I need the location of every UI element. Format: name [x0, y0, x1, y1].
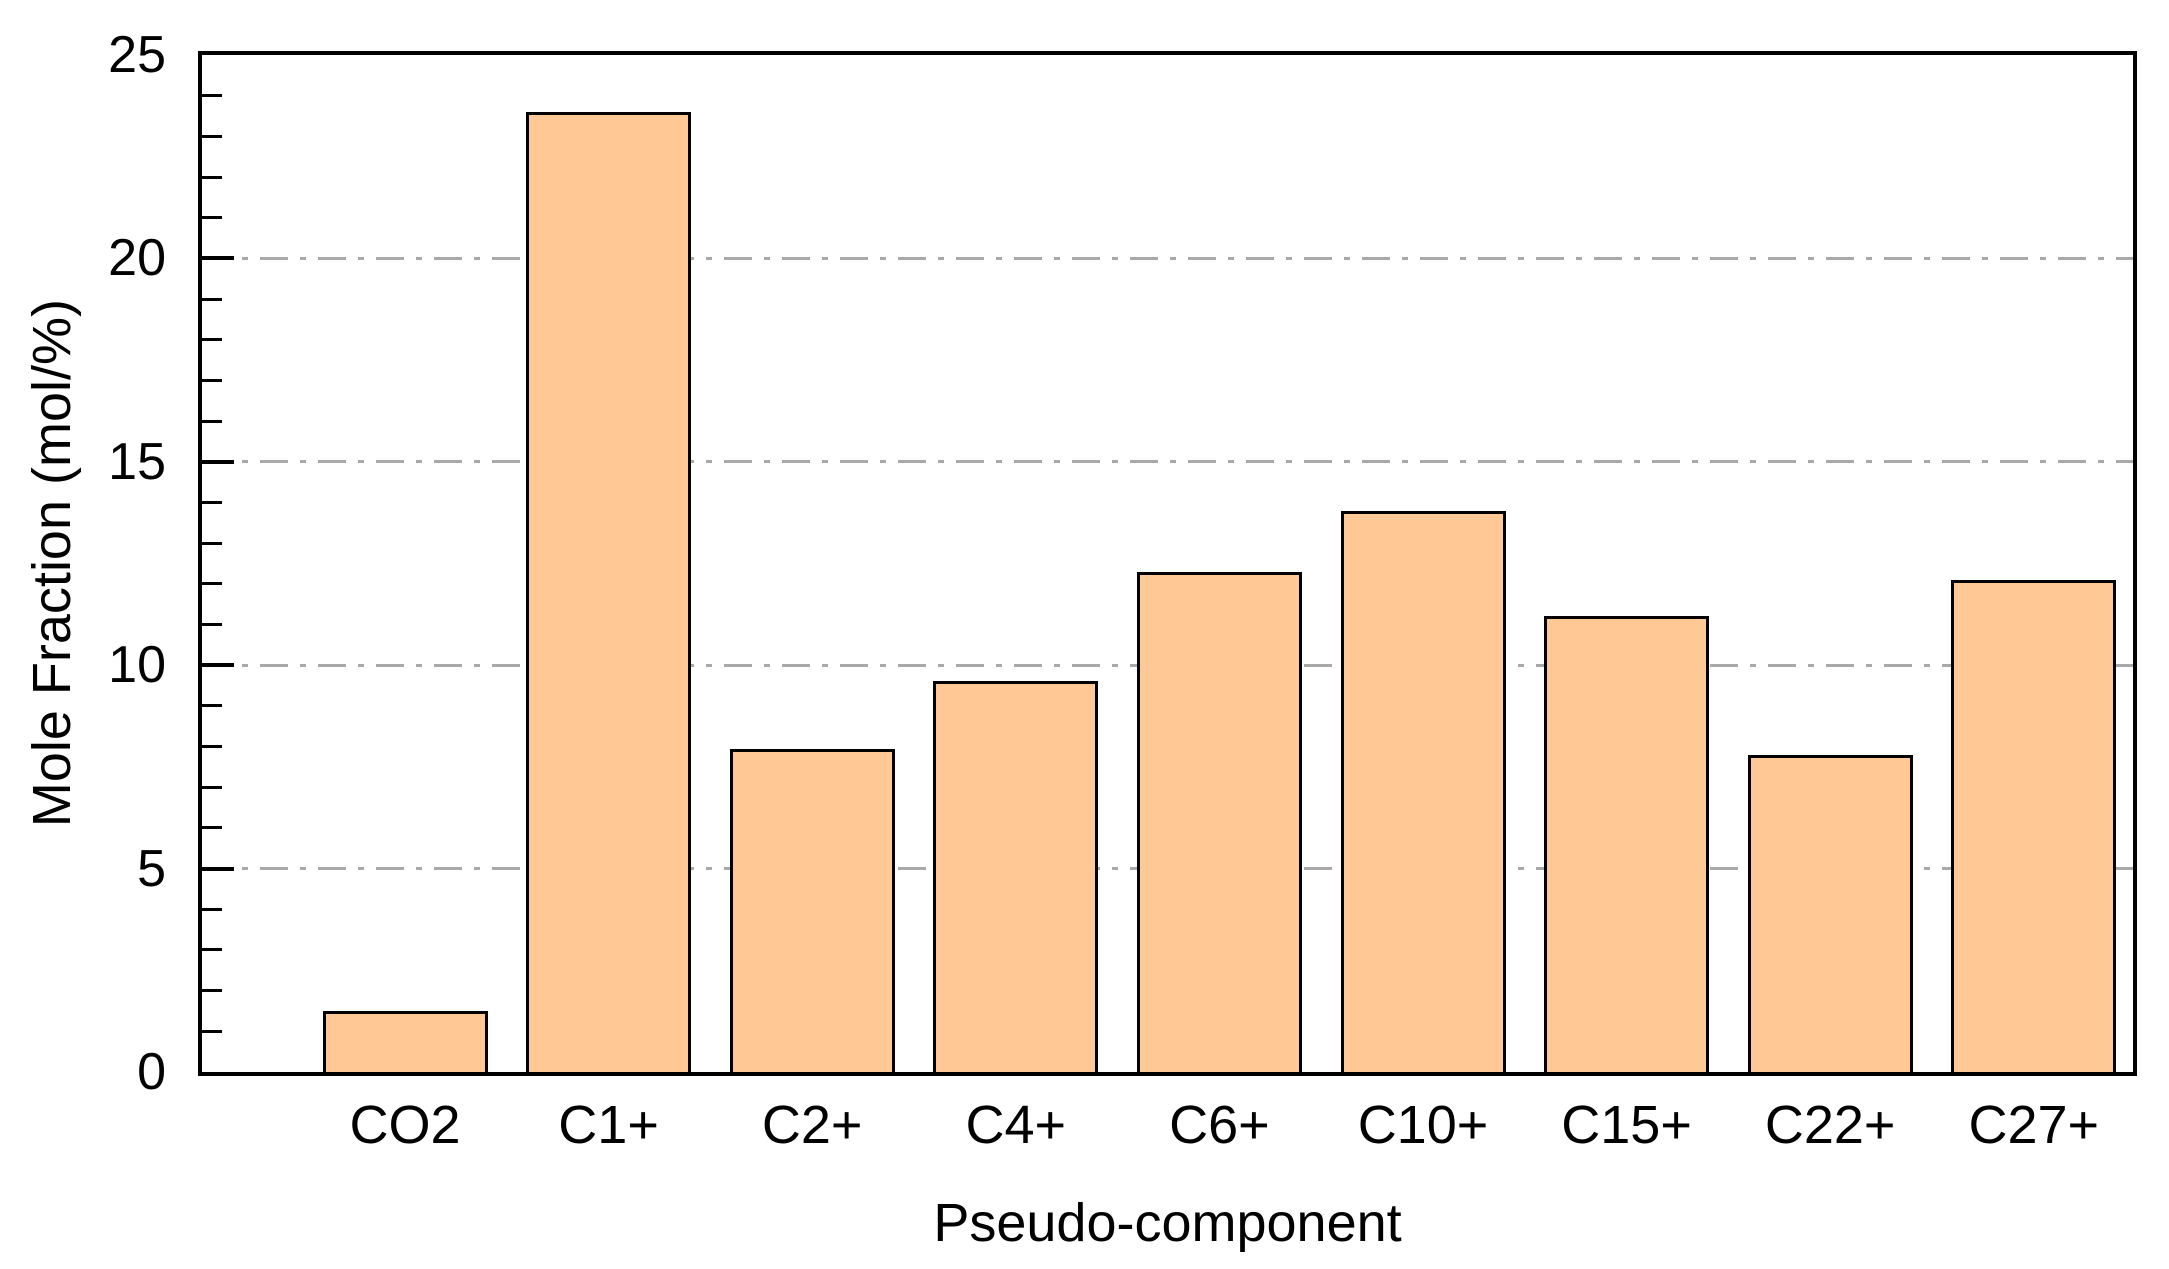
y-minor-tick-1 — [202, 1029, 222, 1033]
x-tick-label-C22+: C22+ — [1764, 1095, 1896, 1155]
bar-CO2 — [322, 1010, 488, 1072]
y-minor-tick-21 — [202, 216, 222, 220]
y-minor-tick-3 — [202, 948, 222, 952]
y-tick-label-10: 10 — [108, 636, 166, 695]
bar-C22+ — [1747, 754, 1913, 1072]
y-minor-tick-14 — [202, 500, 222, 504]
y-minor-tick-23 — [202, 134, 222, 138]
x-tick-label-C10+: C10+ — [1357, 1095, 1489, 1155]
y-minor-tick-16 — [202, 419, 222, 423]
y-major-tick-15 — [202, 459, 234, 464]
y-axis-title: Mole Fraction (mol/%) — [22, 299, 82, 828]
y-tick-label-0: 0 — [137, 1043, 166, 1101]
y-major-tick-20 — [202, 256, 234, 261]
x-tick-label-C1+: C1+ — [558, 1095, 659, 1155]
y-tick-label-5: 5 — [137, 839, 166, 898]
x-tick-label-C4+: C4+ — [965, 1095, 1067, 1155]
y-minor-tick-24 — [202, 94, 222, 98]
bar-C15+ — [1544, 616, 1710, 1072]
plot-area — [198, 51, 2137, 1076]
y-minor-tick-8 — [202, 745, 222, 749]
y-minor-tick-12 — [202, 582, 222, 586]
y-major-tick-10 — [202, 663, 234, 668]
bar-C4+ — [933, 681, 1099, 1072]
y-minor-tick-18 — [202, 338, 222, 342]
x-tick-label-C15+: C15+ — [1561, 1095, 1692, 1155]
x-tick-label-CO2: CO2 — [349, 1095, 461, 1155]
y-major-tick-5 — [202, 866, 234, 871]
y-tick-label-15: 15 — [108, 432, 166, 491]
y-minor-tick-11 — [202, 623, 222, 627]
x-axis-title: Pseudo-component — [933, 1193, 1402, 1253]
x-tick-label-C2+: C2+ — [761, 1095, 863, 1155]
bar-C27+ — [1951, 579, 2117, 1072]
y-tick-label-25: 25 — [108, 26, 166, 84]
gridline-y-15 — [202, 460, 2133, 464]
gridline-y-20 — [202, 256, 2133, 260]
y-minor-tick-19 — [202, 297, 222, 301]
y-minor-tick-9 — [202, 704, 222, 708]
y-axis-title-wrap: Mole Fraction (mol/%) — [16, 51, 88, 1076]
y-minor-tick-6 — [202, 826, 222, 830]
bar-C6+ — [1136, 571, 1302, 1072]
y-tick-label-20: 20 — [108, 229, 166, 288]
x-tick-label-C6+: C6+ — [1169, 1095, 1270, 1155]
y-minor-tick-22 — [202, 175, 222, 179]
y-minor-tick-4 — [202, 907, 222, 911]
bar-C10+ — [1340, 510, 1506, 1072]
y-minor-tick-2 — [202, 989, 222, 993]
x-tick-label-C27+: C27+ — [1968, 1095, 2100, 1155]
y-minor-tick-13 — [202, 541, 222, 545]
bar-C2+ — [729, 748, 895, 1072]
bar-C1+ — [526, 111, 692, 1072]
y-minor-tick-17 — [202, 378, 222, 382]
y-minor-tick-7 — [202, 785, 222, 789]
